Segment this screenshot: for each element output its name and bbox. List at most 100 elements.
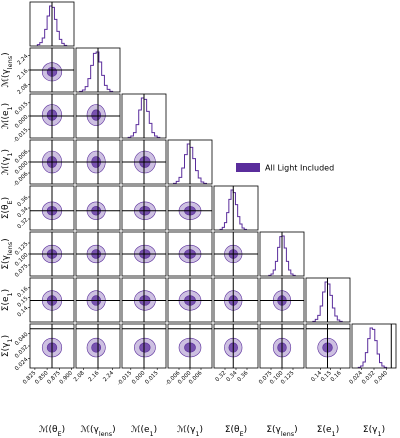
panel <box>168 186 212 230</box>
label-part: 1 <box>6 292 14 296</box>
label-part: ) <box>1 289 11 293</box>
legend-label: All Light Included <box>265 164 334 173</box>
axis-label: Σ(e1) <box>317 425 339 438</box>
label-part: Σ(γ <box>266 425 281 435</box>
x-tick-label: 0.900 <box>59 370 75 386</box>
panel-frame <box>75 277 121 323</box>
label-part: ) <box>1 238 11 242</box>
label-part: 1 <box>332 430 336 438</box>
panel <box>30 324 74 368</box>
panel <box>36 2 68 46</box>
label-part: ℳ(γ <box>1 156 11 175</box>
panel <box>219 186 247 230</box>
axis-label: ℳ(γlens) <box>80 425 115 438</box>
panel-frame <box>167 139 213 185</box>
x-tick-label: 0.032 <box>361 370 376 385</box>
y-tick-label: 2.08 <box>17 83 30 96</box>
histogram <box>79 51 114 92</box>
y-tick-label: 0.32 <box>17 217 30 230</box>
label-part: E <box>240 430 244 438</box>
panel <box>30 186 74 230</box>
label-part: 1 <box>195 430 199 438</box>
label-part: ) <box>1 335 11 339</box>
x-tick-label: 0.006 <box>188 370 204 386</box>
x-tick-label: -0.015 <box>116 370 133 387</box>
panel-frame <box>351 323 397 369</box>
panel <box>260 278 304 322</box>
label-part: E <box>58 430 62 438</box>
panel <box>122 324 166 368</box>
panel-frame <box>75 185 121 231</box>
panel-frame <box>75 139 121 185</box>
label-part: Σ(γ <box>363 425 378 435</box>
label-part: 1 <box>6 106 14 110</box>
x-tick-label: 0.015 <box>144 370 160 386</box>
label-part: ) <box>1 197 11 201</box>
axis-label: Σ(θE) <box>225 425 247 438</box>
panel <box>79 48 114 92</box>
label-part: ) <box>336 425 340 435</box>
panel <box>268 232 296 276</box>
panel-frame <box>121 185 167 231</box>
label-part: lens <box>6 241 14 255</box>
x-tick-label: 0.000 <box>131 370 147 386</box>
panel <box>30 48 74 92</box>
panel <box>76 140 120 184</box>
label-part: ) <box>62 425 66 435</box>
panel <box>122 232 166 276</box>
panel <box>76 278 120 322</box>
x-tick-label: 0.16 <box>330 370 343 383</box>
y-tick-label: 0.032 <box>14 344 29 359</box>
panel <box>260 324 304 368</box>
panel <box>76 94 120 138</box>
panel <box>30 278 74 322</box>
histogram <box>357 327 388 368</box>
label-part: Σ(γ <box>1 342 11 357</box>
label-part: ℳ(γ <box>80 425 99 435</box>
label-part: Σ(γ <box>1 254 11 269</box>
label-part: E <box>6 200 14 204</box>
panel-frame <box>121 139 167 185</box>
label-part: ) <box>244 425 248 435</box>
panel-frame <box>305 323 351 369</box>
y-tick-label: 0.34 <box>17 206 30 219</box>
panel-frame <box>75 231 121 277</box>
label-part: Σ(e <box>317 425 332 435</box>
axis-label: Σ(γlens) <box>266 425 297 438</box>
label-part: ) <box>1 103 11 107</box>
label-part: ℳ(e <box>1 110 11 129</box>
panel-frame <box>121 93 167 139</box>
panel <box>76 186 120 230</box>
panel <box>214 324 258 368</box>
panel <box>122 278 166 322</box>
panel-frame <box>29 277 75 323</box>
x-tick-label: 0.36 <box>237 370 250 383</box>
label-part: 1 <box>6 338 14 342</box>
panel <box>30 232 74 276</box>
label-part: Σ(θ <box>225 425 240 435</box>
axis-label: ℳ(e1) <box>1 103 14 129</box>
panel-frame <box>213 185 259 231</box>
panel-frame <box>305 277 351 323</box>
panel-frame <box>167 185 213 231</box>
x-tick-label: 0.34 <box>226 370 239 383</box>
panel <box>76 324 120 368</box>
panel-frame <box>75 93 121 139</box>
panel <box>122 140 166 184</box>
label-part: ℳ(γ <box>1 69 11 88</box>
panel <box>306 324 350 368</box>
panel-frame <box>121 231 167 277</box>
panel <box>76 232 120 276</box>
label-part: ) <box>294 425 298 435</box>
contour <box>91 109 102 121</box>
panel <box>173 140 207 184</box>
y-tick-label: 0.36 <box>17 195 30 208</box>
x-tick-label: 2.16 <box>88 370 101 383</box>
label-part: lens <box>281 430 295 438</box>
panel <box>122 186 166 230</box>
axis-label: ℳ(γlens) <box>1 52 14 87</box>
label-part: ) <box>154 425 158 435</box>
label-part: ) <box>1 149 11 153</box>
panel-frame <box>213 277 259 323</box>
